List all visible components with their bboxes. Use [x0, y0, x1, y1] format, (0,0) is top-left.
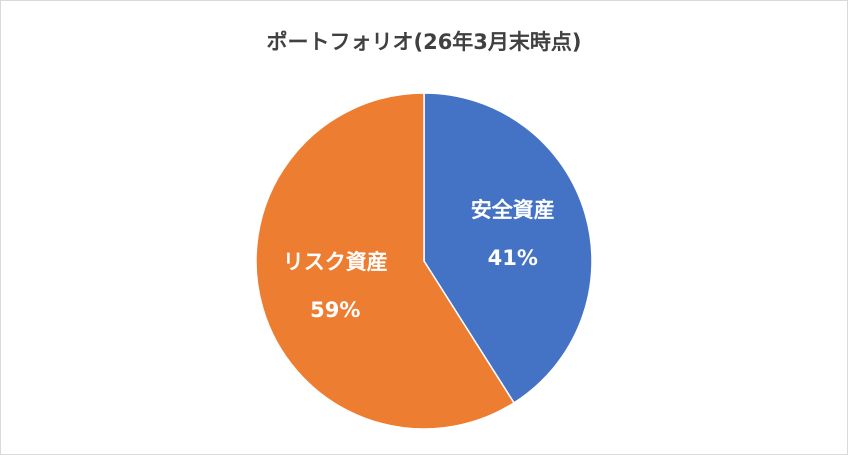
pie-slice	[423, 92, 593, 404]
chart-title: ポートフォリオ(26年3月末時点)	[266, 30, 581, 54]
pie-slice	[255, 92, 516, 430]
slice-category-label: 安全資産	[471, 198, 555, 222]
slice-value-label: 41%	[488, 246, 538, 270]
slice-value-label: 59%	[310, 298, 360, 322]
slice-category-label: リスク資産	[283, 250, 388, 274]
